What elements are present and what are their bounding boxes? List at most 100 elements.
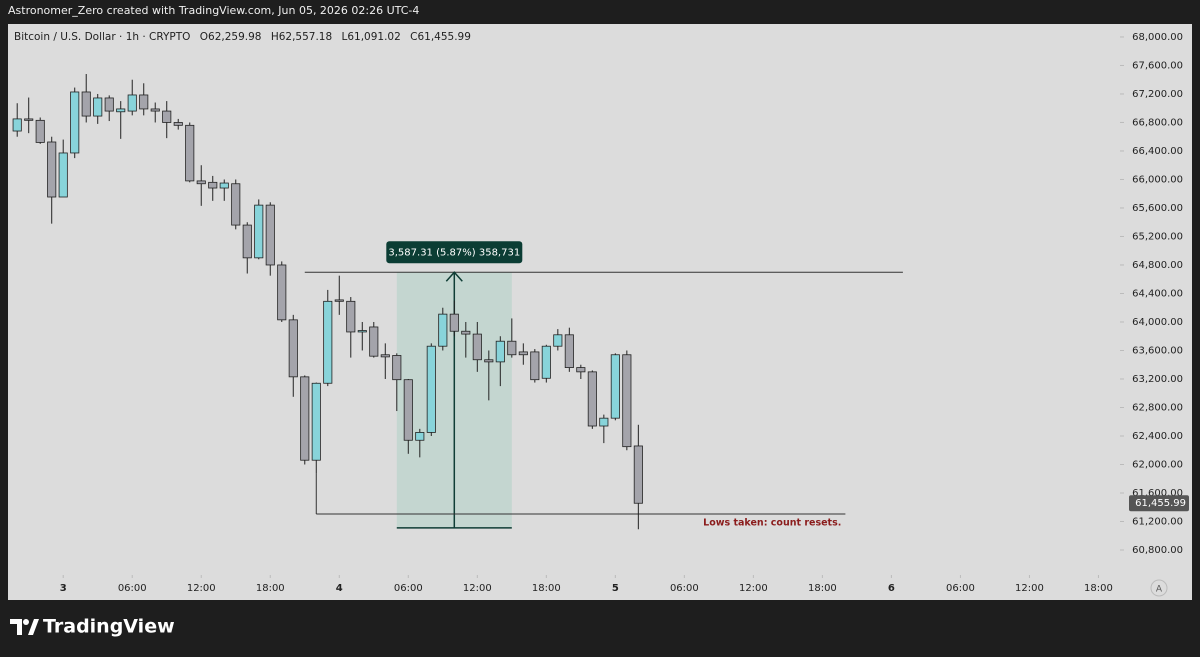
candle-body xyxy=(541,345,551,379)
x-tick-label: 06:00 xyxy=(118,583,147,594)
candle-body xyxy=(173,122,183,126)
y-tick-label: 61,600.00 xyxy=(1132,488,1183,499)
candle-body xyxy=(24,118,34,121)
candle-body xyxy=(530,351,540,381)
candle-body xyxy=(242,224,252,259)
x-tick-label: 6 xyxy=(888,583,895,594)
candle-body xyxy=(139,94,149,110)
y-tick-label: 63,600.00 xyxy=(1132,345,1183,356)
candle-body xyxy=(196,180,206,185)
candle-body xyxy=(553,334,563,347)
y-tick-label: 65,600.00 xyxy=(1132,203,1183,214)
candle-body xyxy=(231,183,241,226)
candle-body xyxy=(426,345,436,433)
y-tick-label: 66,000.00 xyxy=(1132,174,1183,185)
y-tick-label: 66,400.00 xyxy=(1132,146,1183,157)
x-tick-label: 3 xyxy=(60,583,67,594)
ohlc-close: C61,455.99 xyxy=(410,31,471,43)
x-tick-label: 18:00 xyxy=(1084,583,1113,594)
measure-label: 3,587.31 (5.87%) 358,731 xyxy=(388,247,520,258)
candle-body xyxy=(127,94,137,112)
candle-body xyxy=(392,355,402,381)
candle-body xyxy=(518,351,528,356)
y-tick-label: 67,200.00 xyxy=(1132,89,1183,100)
candle-body xyxy=(599,417,609,427)
y-tick-label: 62,000.00 xyxy=(1132,459,1183,470)
candle-body xyxy=(104,97,114,112)
candle-body xyxy=(403,379,413,441)
credit: Astronomer_Zero created with TradingView… xyxy=(8,4,419,17)
candle-body xyxy=(495,340,505,363)
x-tick-label: 18:00 xyxy=(808,583,837,594)
candle-body xyxy=(70,91,80,154)
candle-body xyxy=(219,182,229,189)
auto-scale-label[interactable]: A xyxy=(1156,585,1163,595)
candle-body xyxy=(150,108,160,112)
candle-body xyxy=(507,340,517,356)
logo-slash xyxy=(28,619,39,635)
candle-body xyxy=(449,313,459,332)
candle-body xyxy=(185,124,195,182)
x-tick-label: 18:00 xyxy=(532,583,561,594)
y-tick-label: 64,400.00 xyxy=(1132,288,1183,299)
candle-body xyxy=(334,299,344,302)
candle-body xyxy=(35,119,45,143)
candle-body xyxy=(300,376,310,461)
x-tick-label: 5 xyxy=(612,583,619,594)
candle-body xyxy=(587,371,597,427)
candle-body xyxy=(380,354,390,358)
plot: 60,800.00 61,200.00 61,600.00 62,000.00 62,4… xyxy=(12,32,1189,594)
x-tick-label: 12:00 xyxy=(1015,583,1044,594)
candle-body xyxy=(415,432,425,441)
y-tick-label: 64,000.00 xyxy=(1132,317,1183,328)
measure-label-box xyxy=(386,241,523,264)
y-tick-label: 66,800.00 xyxy=(1132,117,1183,128)
candle-body xyxy=(208,181,218,189)
symbol-legend: Bitcoin / U.S. Dollar · 1h · CRYPTO O62,… xyxy=(14,31,471,43)
brand: TradingView xyxy=(43,616,175,638)
logo-dot xyxy=(23,619,29,625)
candle-body xyxy=(484,359,494,363)
y-tick-label: 62,800.00 xyxy=(1132,402,1183,413)
chart-panel xyxy=(8,24,1192,600)
y-tick-label: 65,200.00 xyxy=(1132,231,1183,242)
y-tick-label: 64,800.00 xyxy=(1132,260,1183,271)
ohlc-open: O62,259.98 xyxy=(200,31,262,43)
x-tick-label: 12:00 xyxy=(463,583,492,594)
low-line-note: Lows taken: count resets. xyxy=(703,518,841,529)
y-tick-label: 67,600.00 xyxy=(1132,60,1183,71)
last-price-label: 61,455.99 xyxy=(1135,498,1186,509)
measure-arrow-head xyxy=(445,271,463,282)
ohlc-high: H62,557.18 xyxy=(271,31,332,43)
y-tick-label: 62,400.00 xyxy=(1132,431,1183,442)
auto-scale-button[interactable] xyxy=(1150,579,1168,597)
x-tick-label: 12:00 xyxy=(187,583,216,594)
candle-body xyxy=(265,204,275,266)
symbol: Bitcoin / U.S. Dollar · 1h · CRYPTO xyxy=(14,31,190,43)
candle-body xyxy=(461,330,471,335)
brand-logo xyxy=(10,619,39,635)
candle-body xyxy=(610,354,620,419)
candle-body xyxy=(472,333,482,361)
candle-body xyxy=(288,319,298,378)
candle-body xyxy=(576,367,586,373)
candle-body xyxy=(277,264,287,321)
candle-body xyxy=(162,110,172,123)
y-tick-label: 60,800.00 xyxy=(1132,545,1183,556)
candle-body xyxy=(633,445,643,504)
x-tick-label: 4 xyxy=(336,583,343,594)
logo-mark xyxy=(10,619,22,635)
y-tick-label: 61,200.00 xyxy=(1132,516,1183,527)
candle-body xyxy=(58,152,68,198)
candle-body xyxy=(357,330,367,333)
last-price-tag xyxy=(1129,495,1189,512)
candle-body xyxy=(346,300,356,333)
candle-body xyxy=(47,141,57,198)
candle-body xyxy=(12,118,22,132)
candle-body xyxy=(93,97,103,117)
x-tick-label: 12:00 xyxy=(739,583,768,594)
x-tick-label: 06:00 xyxy=(670,583,699,594)
candle-body xyxy=(622,354,632,448)
